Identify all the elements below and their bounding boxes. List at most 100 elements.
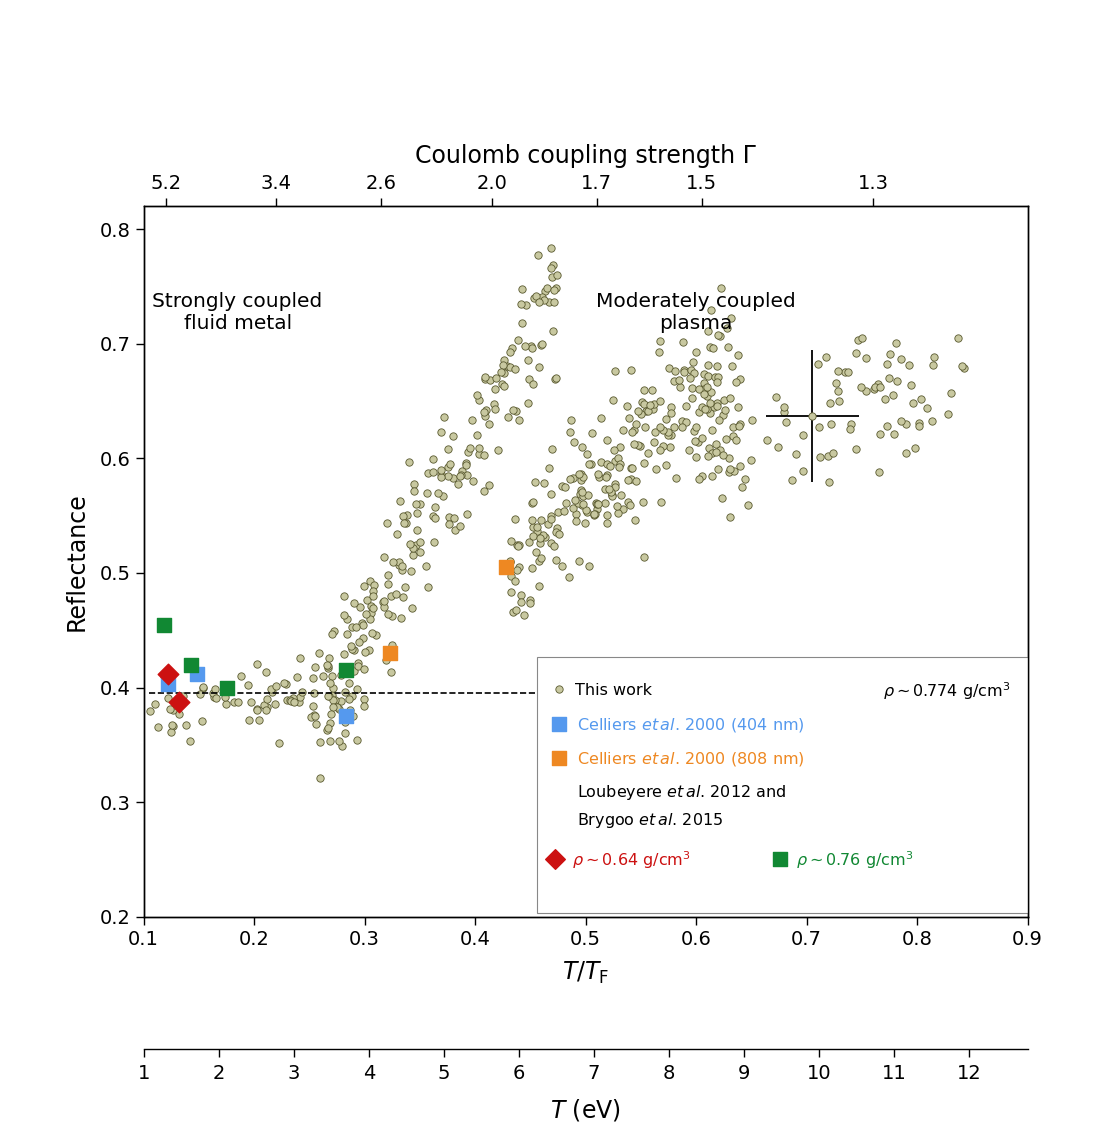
- Point: [606, 478, 623, 496]
- Point: [871, 425, 888, 444]
- Point: [502, 551, 519, 570]
- Point: [824, 444, 842, 462]
- Point: [708, 358, 726, 376]
- Point: [319, 659, 337, 677]
- Point: [311, 644, 328, 662]
- Point: [499, 408, 517, 426]
- Point: [509, 536, 527, 555]
- Point: [699, 367, 717, 385]
- Point: [225, 693, 243, 712]
- Point: [696, 364, 714, 383]
- Point: [546, 281, 564, 299]
- Point: [717, 430, 735, 448]
- Point: [277, 675, 295, 693]
- Point: [829, 362, 846, 380]
- Point: [382, 587, 400, 605]
- Point: [207, 680, 224, 698]
- Point: [708, 372, 726, 391]
- Point: [262, 680, 280, 698]
- Point: [585, 504, 602, 523]
- Point: [820, 473, 838, 492]
- Point: [307, 715, 325, 733]
- Point: [362, 597, 380, 615]
- Point: [660, 423, 677, 441]
- Text: $\rho\sim0.774$ g/cm$^3$: $\rho\sim0.774$ g/cm$^3$: [883, 680, 1010, 701]
- Point: [408, 503, 425, 521]
- Point: [452, 465, 470, 484]
- Point: [853, 378, 871, 397]
- Point: [285, 693, 303, 712]
- Point: [567, 504, 585, 523]
- Point: [354, 629, 371, 647]
- Point: [432, 423, 450, 441]
- Point: [609, 504, 627, 523]
- Point: [869, 375, 886, 393]
- Point: [532, 528, 549, 547]
- Point: [323, 685, 340, 704]
- Point: [603, 487, 621, 505]
- Point: [604, 440, 622, 458]
- Point: [493, 375, 511, 393]
- Point: [349, 657, 367, 675]
- Text: Strongly coupled
fluid metal: Strongly coupled fluid metal: [152, 292, 323, 333]
- Point: [635, 548, 653, 566]
- Point: [690, 470, 707, 488]
- Point: [698, 447, 716, 465]
- Point: [675, 363, 693, 382]
- Point: [878, 417, 896, 435]
- Point: [332, 666, 349, 684]
- Point: [503, 338, 520, 356]
- Point: [336, 724, 354, 743]
- Point: [702, 383, 719, 401]
- Point: [475, 402, 493, 421]
- Point: [811, 448, 829, 466]
- Point: [564, 469, 581, 487]
- Text: Moderately coupled
plasma: Moderately coupled plasma: [597, 292, 796, 333]
- Point: [376, 548, 393, 566]
- Point: [702, 301, 719, 320]
- Point: [586, 505, 603, 524]
- Point: [575, 468, 592, 486]
- Point: [708, 327, 726, 345]
- Point: [706, 368, 724, 386]
- Point: [358, 591, 376, 610]
- Point: [425, 533, 443, 551]
- Point: [543, 268, 560, 286]
- Point: [557, 494, 575, 512]
- Point: [561, 423, 579, 441]
- Point: [538, 1043, 556, 1061]
- Point: [846, 344, 864, 362]
- Point: [705, 339, 723, 358]
- Point: [606, 474, 623, 493]
- Point: [570, 551, 588, 570]
- Point: [703, 468, 720, 486]
- Point: [146, 696, 164, 714]
- Point: [571, 485, 589, 503]
- Point: [621, 496, 639, 515]
- Point: [340, 690, 358, 708]
- Point: [906, 439, 924, 457]
- Point: [525, 289, 543, 307]
- Point: [319, 719, 337, 737]
- Point: [291, 693, 308, 712]
- Point: [701, 337, 718, 355]
- Point: [911, 417, 928, 435]
- Text: Loubeyere $et\,al$. 2012 and: Loubeyere $et\,al$. 2012 and: [577, 783, 786, 802]
- Text: Celliers $et\,al$. 2000 (808 nm): Celliers $et\,al$. 2000 (808 nm): [577, 751, 804, 768]
- Point: [159, 689, 177, 707]
- Point: [685, 422, 703, 440]
- Point: [583, 424, 601, 442]
- Point: [164, 701, 181, 720]
- Point: [599, 431, 617, 449]
- Point: [809, 355, 827, 374]
- Point: [335, 645, 352, 664]
- Point: [885, 425, 903, 444]
- Point: [338, 611, 356, 629]
- Point: [727, 431, 745, 449]
- Point: [881, 369, 898, 387]
- Point: [419, 578, 436, 596]
- Point: [335, 587, 352, 605]
- Point: [462, 439, 480, 457]
- Point: [529, 245, 547, 264]
- Point: [509, 410, 527, 429]
